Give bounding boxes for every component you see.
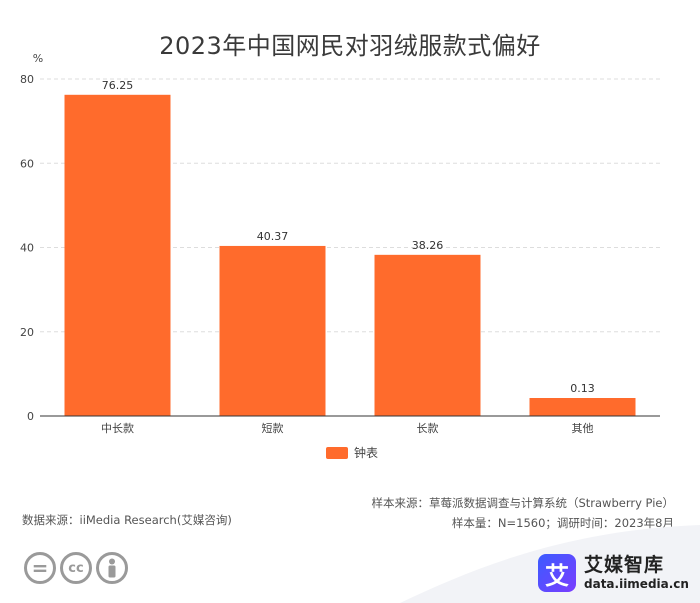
bar-value-label: 0.13 [570,382,595,395]
x-axis-labels: 中长款 短款 长款 其他 [101,421,594,435]
sample-info: 样本量：N=1560；调研时间：2023年8月 [451,516,674,530]
brand-url: data.iimedia.cn [584,577,689,591]
license-icons: = cc [24,552,128,584]
x-tick-label: 中长款 [101,421,134,435]
gridlines [40,78,660,333]
chart-title: 2023年中国网民对羽绒服款式偏好 [159,32,541,60]
bar-value-label: 76.25 [102,79,134,92]
legend-swatch [326,446,348,459]
brand-logo-icon: 艾 [538,554,576,592]
x-tick-label: 短款 [262,421,284,435]
y-tick-label: 0 [27,410,34,423]
brand: 艾 艾媒智库 data.iimedia.cn [538,554,689,592]
person-icon [96,552,128,584]
y-tick-label: 20 [20,326,34,339]
equal-icon: = [24,552,56,584]
legend: 钟表 [326,444,378,461]
legend-label: 钟表 [354,446,379,460]
cc-icon: cc [60,552,92,584]
x-tick-label: 长款 [417,421,439,435]
y-tick-label: 40 [20,242,34,255]
bar-chart: 0 20 40 60 80 % 76.25 40.37 38.26 0.13 中长款 短款 长款 其… [20,52,660,435]
bars: 76.25 40.37 38.26 0.13 [64,79,636,416]
x-tick-label: 其他 [572,422,594,435]
sample-source: 样本来源：草莓派数据调查与计算系统（Strawberry Pie） [371,496,674,510]
y-tick-label: 80 [20,73,34,86]
y-axis-ticks: 0 20 40 60 80 [20,73,34,423]
y-tick-label: 60 [20,157,34,170]
data-source: 数据来源：iiMedia Research(艾媒咨询) [22,513,232,527]
bar [529,398,636,416]
footer-sample: 样本来源：草莓派数据调查与计算系统（Strawberry Pie） 样本量：N=… [371,493,674,533]
bar [374,254,481,416]
bar [64,94,171,416]
bar-value-label: 40.37 [257,230,289,243]
brand-name: 艾媒智库 [584,554,665,576]
bar-value-label: 38.26 [412,239,444,252]
y-axis-label: % [33,52,43,65]
bar [219,245,326,416]
